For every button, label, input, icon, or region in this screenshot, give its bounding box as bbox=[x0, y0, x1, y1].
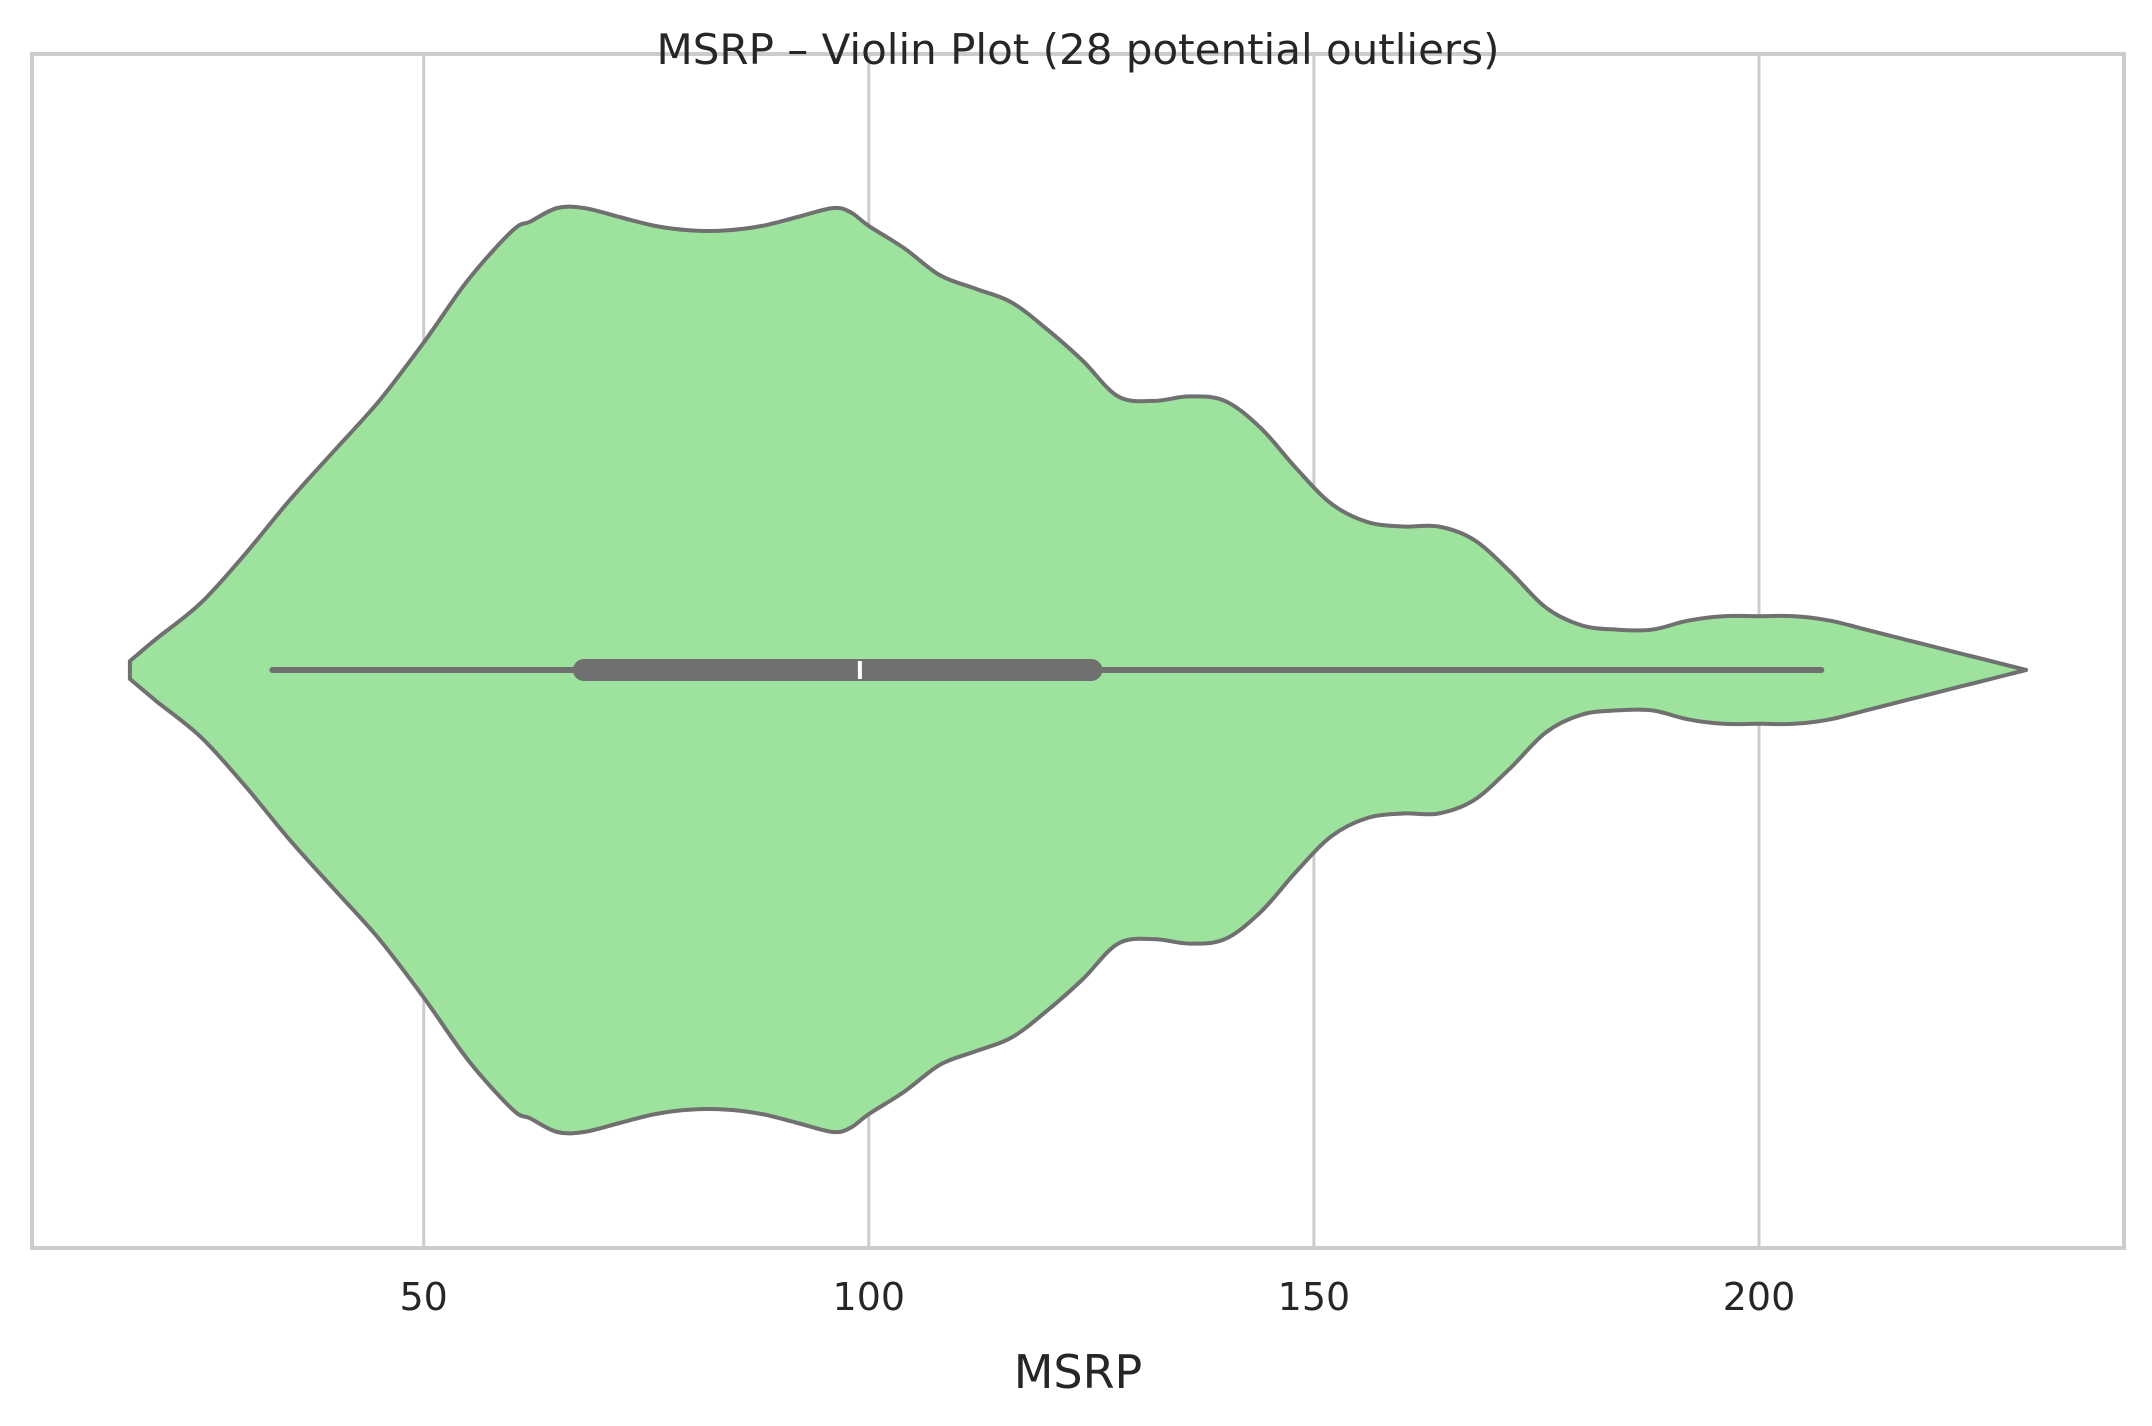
x-tick-label: 50 bbox=[400, 1275, 448, 1319]
inner-box bbox=[269, 659, 1825, 681]
x-tick-label: 150 bbox=[1278, 1275, 1351, 1319]
x-tick-label: 200 bbox=[1723, 1275, 1796, 1319]
plot-frame bbox=[30, 52, 2126, 1250]
x-axis-label: MSRP bbox=[1014, 1345, 1143, 1399]
chart-title: MSRP – Violin Plot (28 potential outlier… bbox=[657, 25, 1500, 74]
x-tick-labels: 50 100 150 200 bbox=[400, 1275, 1796, 1319]
x-tick-label: 100 bbox=[833, 1275, 906, 1319]
